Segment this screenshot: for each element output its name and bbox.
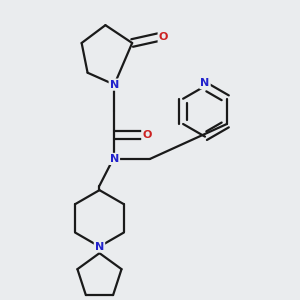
Text: O: O [142,130,152,140]
Text: O: O [159,32,168,42]
Text: N: N [200,78,210,88]
Text: N: N [95,242,104,252]
Text: N: N [110,154,119,164]
Text: N: N [110,80,119,90]
